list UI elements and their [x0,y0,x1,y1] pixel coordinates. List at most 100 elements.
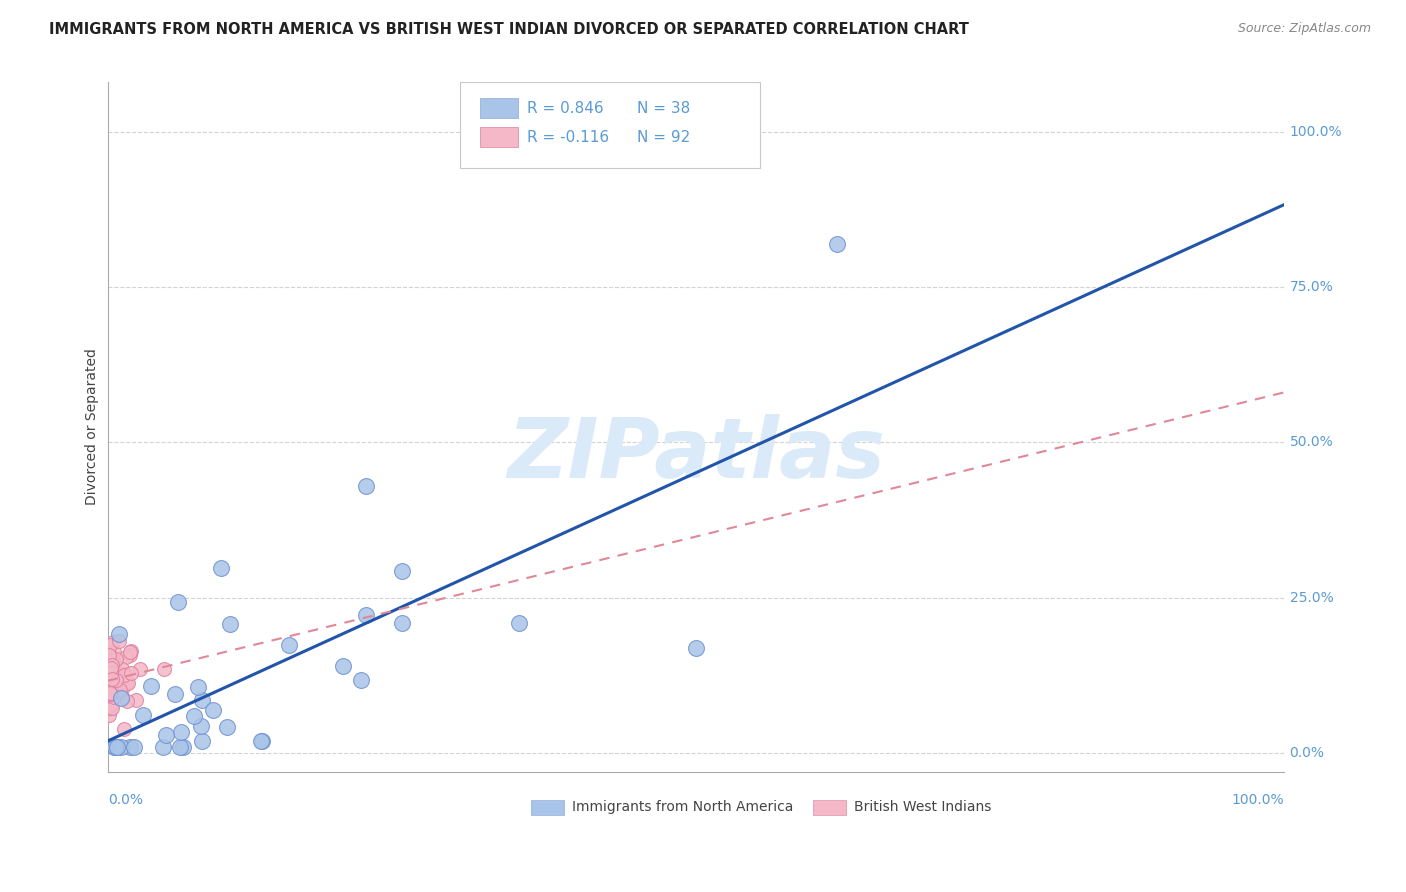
Point [98,657,121,671]
Point [100,657,122,672]
Point [100,687,122,701]
Point [101,678,124,692]
Text: 50.0%: 50.0% [1289,435,1333,450]
FancyBboxPatch shape [481,127,517,147]
Text: Immigrants from North America: Immigrants from North America [572,800,793,814]
Point [100,666,122,681]
Point [128,662,150,676]
Point [111,671,134,685]
Point [97,676,120,690]
Point [104,673,127,687]
Text: 25.0%: 25.0% [1289,591,1333,605]
Point [105,681,128,696]
Point [97,675,120,690]
Text: 0.0%: 0.0% [108,793,142,806]
Point [98,698,121,712]
FancyBboxPatch shape [531,799,564,814]
Point [100,678,122,692]
Point [101,669,124,683]
Point [97,665,120,679]
Point [163,687,186,701]
Point [277,638,299,652]
Point [100,693,122,707]
Point [97,664,120,678]
Point [209,561,232,575]
Point [115,694,138,708]
Point [115,676,138,690]
Point [103,740,125,755]
Point [98,659,121,673]
Point [190,719,212,733]
Point [103,645,125,659]
Point [169,725,191,739]
Point [118,740,141,755]
FancyBboxPatch shape [481,98,517,119]
Point [98,686,121,700]
Point [98,668,121,682]
Point [98,671,121,685]
Point [97,681,120,696]
Text: 0.0%: 0.0% [1289,747,1324,760]
Point [114,673,136,687]
Point [108,674,131,689]
Point [97,698,120,712]
Point [105,740,128,755]
Text: 100.0%: 100.0% [1232,793,1284,806]
Point [252,734,274,748]
FancyBboxPatch shape [460,82,761,169]
Point [191,692,214,706]
Point [111,662,134,676]
Text: N = 92: N = 92 [637,129,690,145]
Text: Source: ZipAtlas.com: Source: ZipAtlas.com [1237,22,1371,36]
Point [356,607,378,622]
Point [120,644,142,658]
Point [110,691,132,706]
Point [187,680,209,694]
Point [100,666,122,681]
Point [103,656,125,670]
Point [132,707,155,722]
Point [120,666,142,681]
Point [98,702,121,716]
Point [112,668,135,682]
Point [356,479,378,493]
Point [100,672,122,686]
Point [191,734,214,748]
Point [183,708,205,723]
Point [217,720,239,734]
Text: N = 38: N = 38 [637,101,690,116]
Point [103,682,125,697]
Point [97,699,120,714]
Point [100,653,122,667]
Point [122,740,145,755]
Point [97,707,120,722]
Point [103,672,125,686]
Text: IMMIGRANTS FROM NORTH AMERICA VS BRITISH WEST INDIAN DIVORCED OR SEPARATED CORRE: IMMIGRANTS FROM NORTH AMERICA VS BRITISH… [49,22,969,37]
Point [332,659,354,673]
Point [115,649,138,664]
Text: R = -0.116: R = -0.116 [527,129,610,145]
Point [104,740,127,755]
Point [101,635,124,649]
Point [97,666,120,681]
Point [100,690,122,704]
Point [100,659,122,673]
Point [201,703,224,717]
Point [350,673,373,687]
Point [172,740,194,755]
Point [118,648,141,662]
Point [98,680,121,694]
Point [107,627,129,641]
Point [100,651,122,665]
Point [169,740,191,755]
Point [117,676,139,690]
Point [100,675,122,690]
Point [104,654,127,668]
Point [101,690,124,705]
Text: ZIPatlas: ZIPatlas [506,414,884,495]
Point [104,664,127,678]
Point [100,701,122,715]
Point [97,690,120,704]
Point [97,675,120,690]
Y-axis label: Divorced or Separated: Divorced or Separated [86,349,100,506]
